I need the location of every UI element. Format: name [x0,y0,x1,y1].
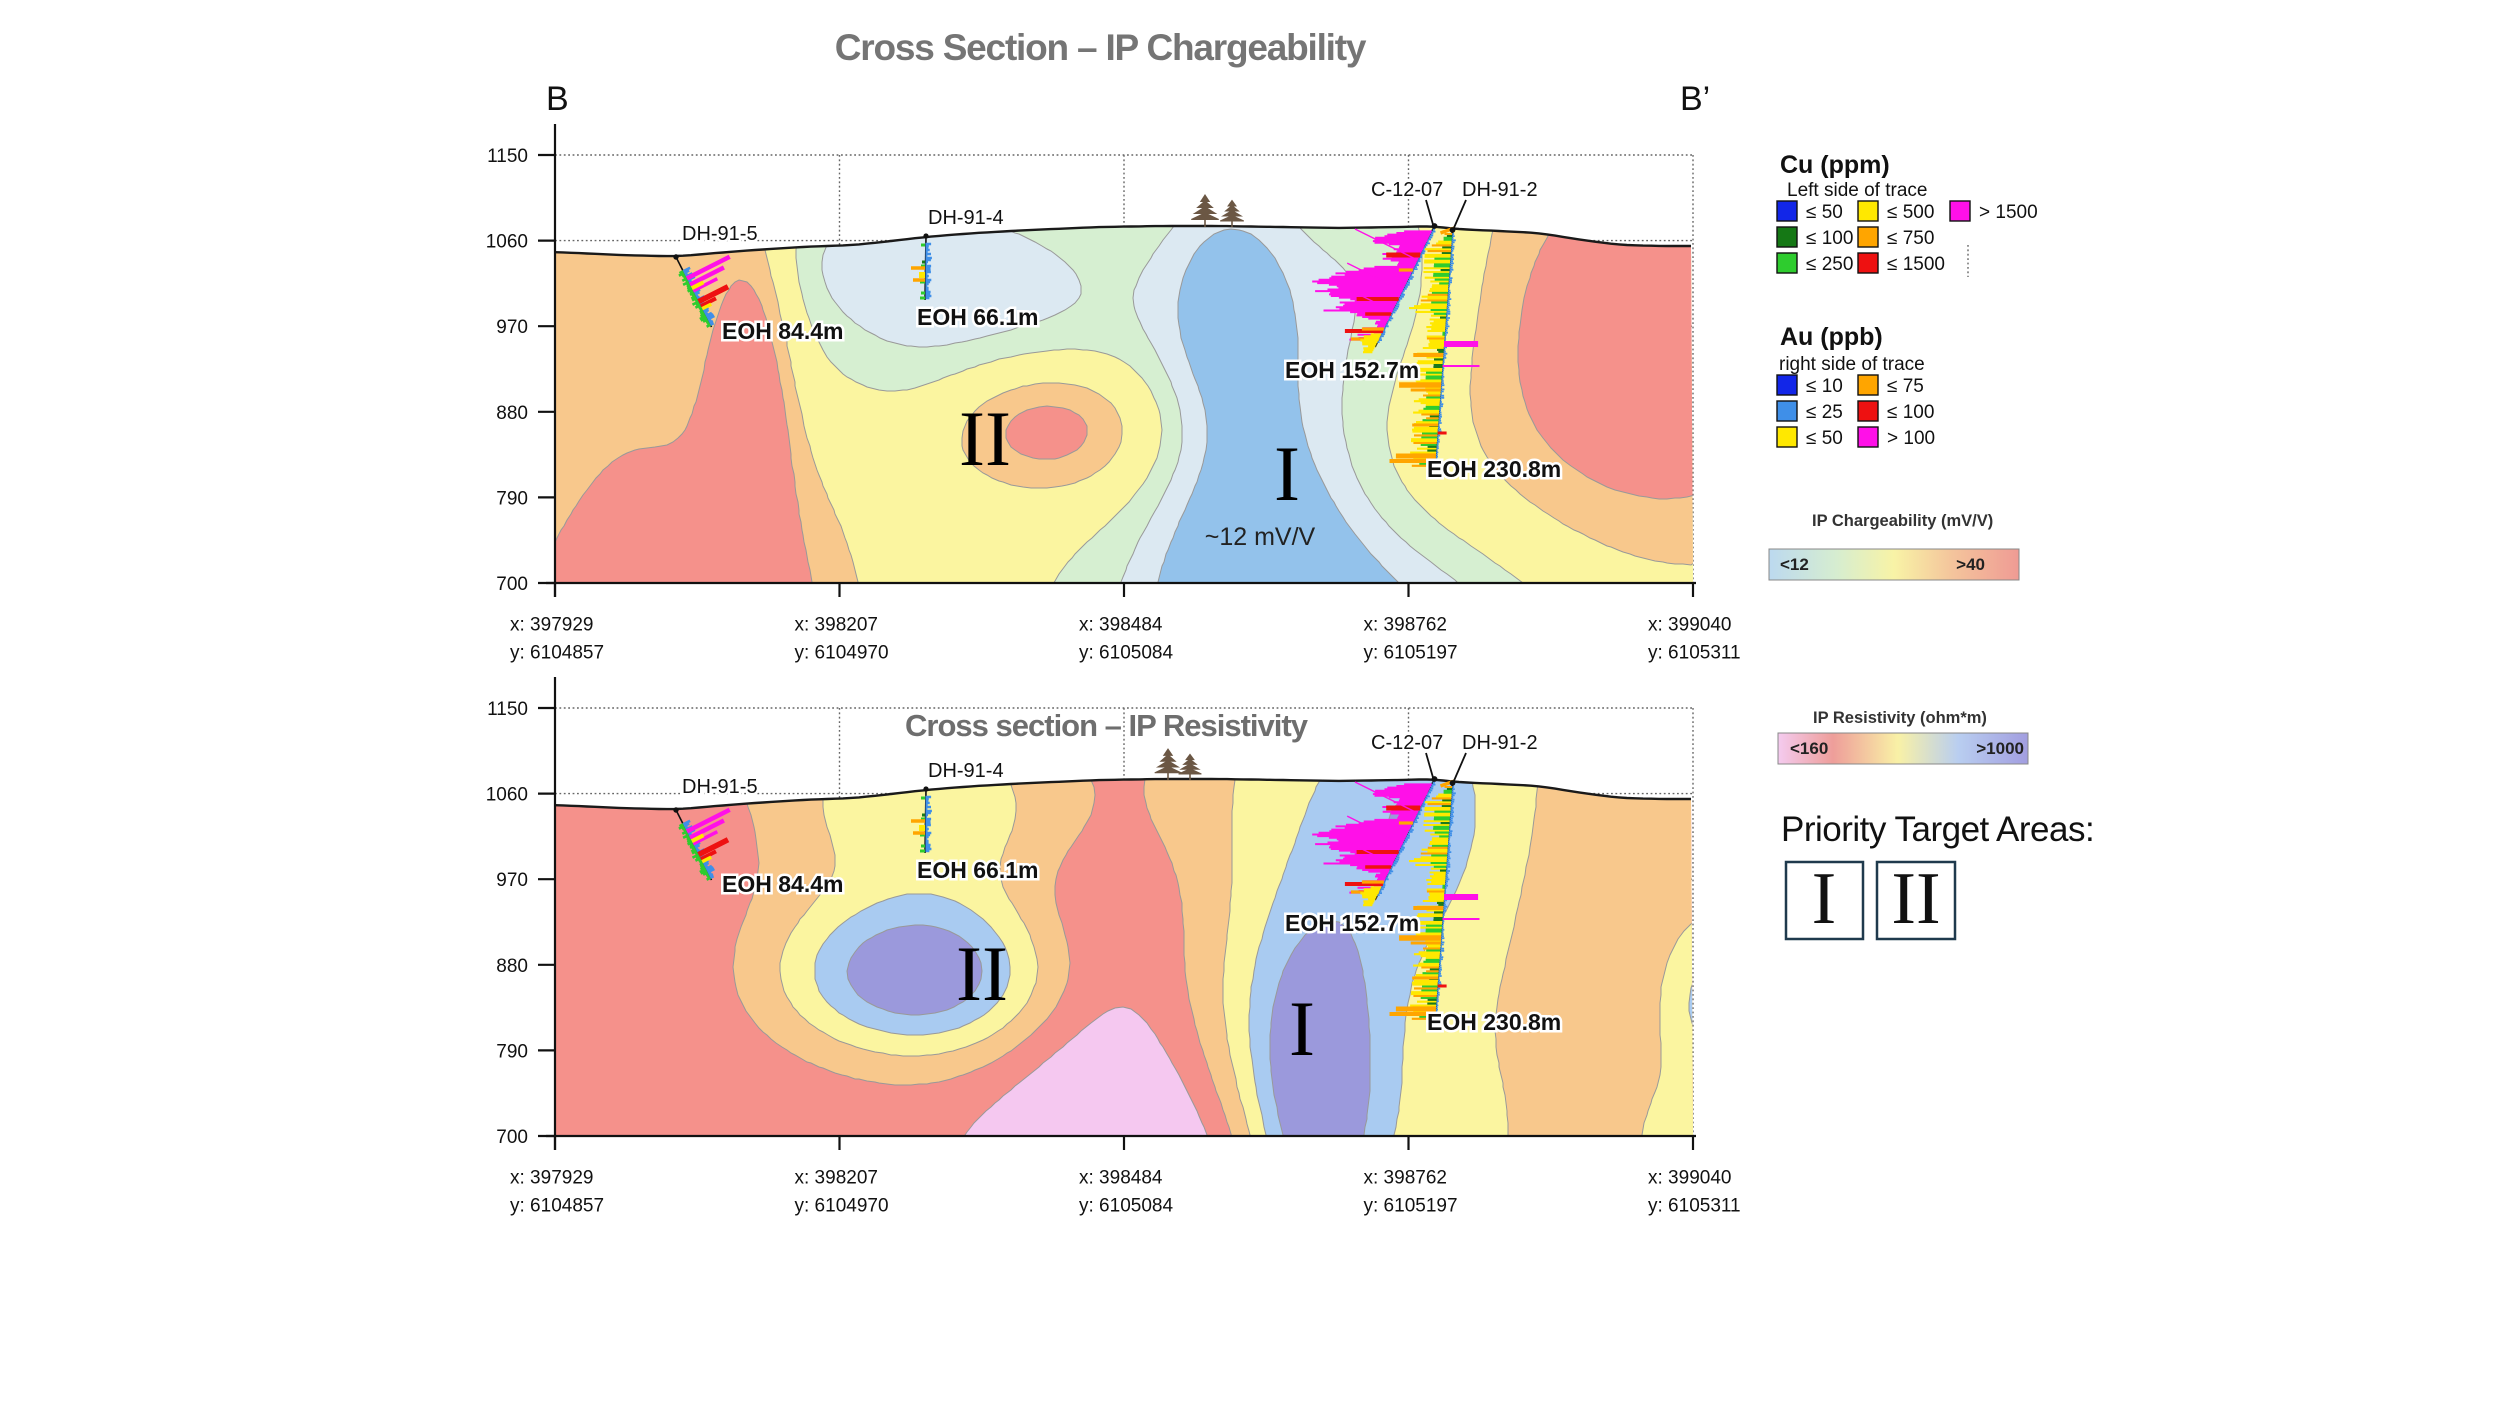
svg-text:≤ 75: ≤ 75 [1887,376,1924,397]
svg-text:II: II [1891,858,1940,940]
svg-text:B’: B’ [1680,80,1710,118]
svg-text:x: 398484: x: 398484 [1079,615,1163,636]
svg-text:y: 6104857: y: 6104857 [510,643,604,664]
svg-text:~12 mV/V: ~12 mV/V [1205,523,1316,551]
svg-text:Cu (ppm): Cu (ppm) [1780,151,1890,179]
svg-text:I: I [1289,985,1315,1072]
svg-text:DH-91-4: DH-91-4 [928,760,1004,782]
svg-text:IP Resistivity (ohm*m): IP Resistivity (ohm*m) [1813,709,1987,727]
svg-text:1060: 1060 [486,785,528,806]
svg-text:790: 790 [496,488,528,509]
svg-text:1060: 1060 [486,232,528,253]
svg-text:DH-91-4: DH-91-4 [928,207,1004,229]
svg-text:Cross Section – IP Chargeabili: Cross Section – IP Chargeability [835,27,1367,68]
svg-text:DH-91-2: DH-91-2 [1462,179,1538,201]
svg-text:y: 6105197: y: 6105197 [1364,643,1458,664]
svg-text:EOH 84.4m: EOH 84.4m [722,871,843,897]
svg-text:EOH 66.1m: EOH 66.1m [917,857,1038,883]
svg-text:y: 6105197: y: 6105197 [1364,1196,1458,1217]
svg-text:Priority Target Areas:: Priority Target Areas: [1781,810,2094,849]
svg-text:y: 6105311: y: 6105311 [1648,643,1741,664]
svg-text:x: 399040: x: 399040 [1648,615,1731,636]
svg-text:1150: 1150 [487,699,528,720]
svg-text:II: II [956,930,1008,1017]
svg-text:≤ 1500: ≤ 1500 [1887,254,1945,275]
svg-text:Au (ppb): Au (ppb) [1780,323,1883,351]
svg-text:EOH 230.8m: EOH 230.8m [1427,1009,1561,1035]
svg-text:≤ 100: ≤ 100 [1887,402,1934,423]
svg-text:I: I [1812,858,1837,940]
svg-text:≤ 50: ≤ 50 [1806,202,1843,223]
svg-text:Cross section – IP Resistivity: Cross section – IP Resistivity [905,708,1309,743]
svg-text:DH-91-5: DH-91-5 [682,223,758,245]
svg-text:I: I [1274,430,1300,517]
svg-text:C-12-07: C-12-07 [1371,179,1443,201]
svg-text:x: 398762: x: 398762 [1364,615,1447,636]
svg-text:x: 398207: x: 398207 [795,615,878,636]
svg-text:y: 6104857: y: 6104857 [510,1196,604,1217]
svg-text:> 100: > 100 [1887,428,1935,449]
svg-text:790: 790 [496,1041,528,1062]
svg-text:y: 6104970: y: 6104970 [795,1196,889,1217]
svg-text:EOH 84.4m: EOH 84.4m [722,318,843,344]
svg-text:<12: <12 [1780,555,1809,574]
svg-text:y: 6104970: y: 6104970 [795,643,889,664]
svg-text:x: 397929: x: 397929 [510,615,593,636]
svg-text:≤ 50: ≤ 50 [1806,428,1843,449]
svg-text:C-12-07: C-12-07 [1371,732,1443,754]
svg-text:880: 880 [496,956,528,977]
svg-text:Left side of trace: Left side of trace [1787,180,1927,201]
svg-text:≤ 500: ≤ 500 [1887,202,1934,223]
svg-text:≤ 100: ≤ 100 [1806,228,1853,249]
svg-text:right side of trace: right side of trace [1779,354,1925,375]
svg-text:≤ 750: ≤ 750 [1887,228,1934,249]
svg-text:y: 6105084: y: 6105084 [1079,643,1173,664]
svg-text:1150: 1150 [487,146,528,167]
svg-text:970: 970 [496,317,528,338]
svg-text:≤ 25: ≤ 25 [1806,402,1843,423]
svg-text:700: 700 [496,574,528,595]
svg-text:880: 880 [496,403,528,424]
svg-text:>40: >40 [1956,555,1985,574]
svg-text:<160: <160 [1790,739,1828,758]
svg-text:IP Chargeability (mV/V): IP Chargeability (mV/V) [1812,512,1993,530]
svg-text:≤ 10: ≤ 10 [1806,376,1843,397]
svg-text:DH-91-2: DH-91-2 [1462,732,1538,754]
svg-text:x: 397929: x: 397929 [510,1168,593,1189]
svg-text:B: B [546,80,569,118]
svg-text:II: II [959,395,1011,482]
svg-text:y: 6105311: y: 6105311 [1648,1196,1741,1217]
svg-text:>1000: >1000 [1976,739,2024,758]
svg-text:> 1500: > 1500 [1979,202,2038,223]
svg-text:x: 398484: x: 398484 [1079,1168,1163,1189]
svg-text:DH-91-5: DH-91-5 [682,776,758,798]
svg-text:x: 399040: x: 399040 [1648,1168,1731,1189]
svg-text:970: 970 [496,870,528,891]
svg-text:EOH 152.7m: EOH 152.7m [1285,357,1419,383]
svg-text:EOH 152.7m: EOH 152.7m [1285,910,1419,936]
svg-text:700: 700 [496,1127,528,1148]
svg-text:x: 398207: x: 398207 [795,1168,878,1189]
svg-text:x: 398762: x: 398762 [1364,1168,1447,1189]
svg-text:EOH 230.8m: EOH 230.8m [1427,456,1561,482]
svg-text:EOH 66.1m: EOH 66.1m [917,304,1038,330]
svg-text:y: 6105084: y: 6105084 [1079,1196,1173,1217]
svg-text:≤ 250: ≤ 250 [1806,254,1853,275]
